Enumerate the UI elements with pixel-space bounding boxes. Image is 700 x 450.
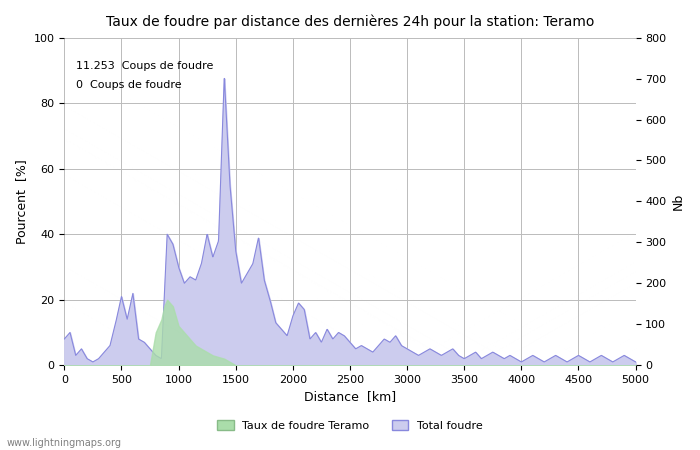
Title: Taux de foudre par distance des dernières 24h pour la station: Teramo: Taux de foudre par distance des dernière… xyxy=(106,15,594,30)
Text: 11.253  Coups de foudre: 11.253 Coups de foudre xyxy=(76,61,213,71)
Y-axis label: Pourcent  [%]: Pourcent [%] xyxy=(15,159,28,244)
Text: 0  Coups de foudre: 0 Coups de foudre xyxy=(76,80,181,90)
X-axis label: Distance  [km]: Distance [km] xyxy=(304,391,396,404)
Text: www.lightningmaps.org: www.lightningmaps.org xyxy=(7,437,122,447)
Legend: Taux de foudre Teramo, Total foudre: Taux de foudre Teramo, Total foudre xyxy=(213,416,487,436)
Y-axis label: Nb: Nb xyxy=(672,193,685,210)
